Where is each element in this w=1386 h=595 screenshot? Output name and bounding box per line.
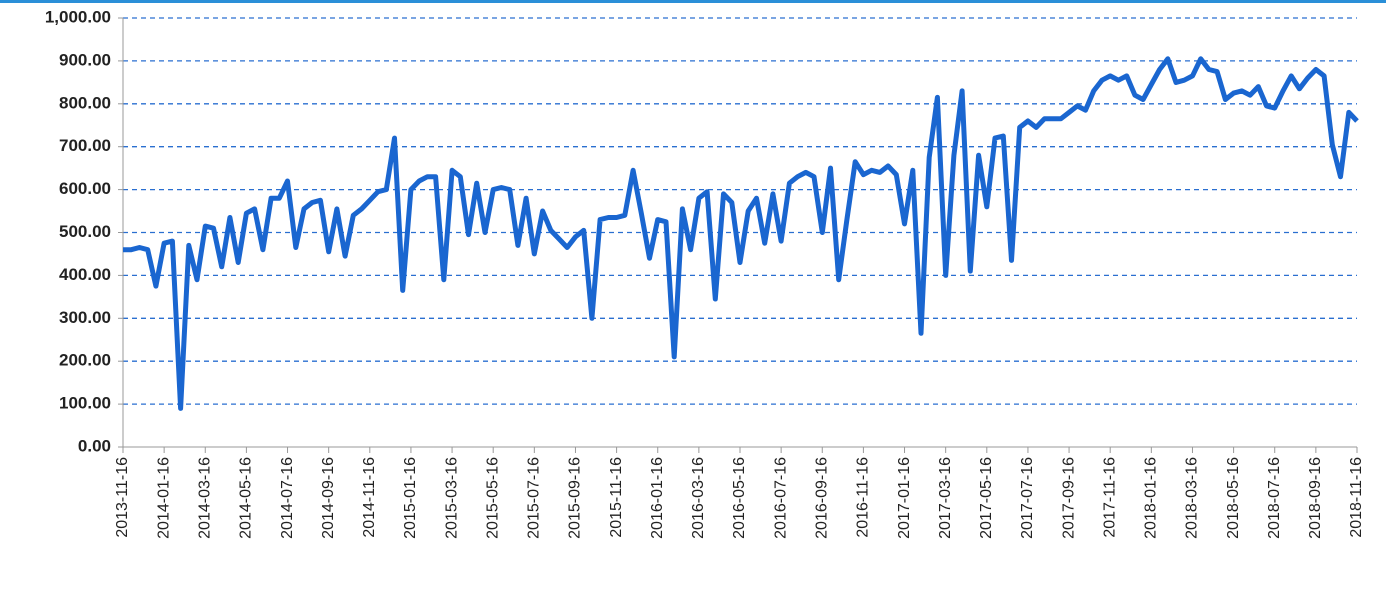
x-tick-label: 2015-01-16 bbox=[402, 457, 419, 539]
y-tick-label: 200.00 bbox=[59, 351, 111, 370]
x-tick-label: 2017-05-16 bbox=[978, 457, 995, 539]
y-tick-label: 1,000.00 bbox=[45, 7, 111, 26]
data-line bbox=[123, 56, 1359, 411]
y-tick-label: 800.00 bbox=[59, 93, 111, 112]
x-tick-label: 2015-05-16 bbox=[484, 457, 501, 539]
x-tick-label: 2018-03-16 bbox=[1184, 457, 1201, 539]
y-tick-label: 900.00 bbox=[59, 50, 111, 69]
x-tick-label: 2014-07-16 bbox=[279, 457, 296, 539]
x-tick-label: 2018-01-16 bbox=[1143, 457, 1160, 539]
y-tick-label: 600.00 bbox=[59, 179, 111, 198]
x-tick-label: 2014-11-16 bbox=[361, 457, 378, 538]
x-tick-label: 2018-09-16 bbox=[1307, 457, 1324, 539]
x-tick-label: 2013-11-16 bbox=[114, 457, 131, 538]
x-tick-label: 2014-01-16 bbox=[155, 457, 172, 539]
x-tick-label: 2015-09-16 bbox=[567, 457, 584, 539]
x-tick-label: 2016-05-16 bbox=[731, 457, 748, 539]
y-tick-label: 100.00 bbox=[59, 394, 111, 413]
x-tick-label: 2014-03-16 bbox=[196, 457, 213, 539]
x-tick-label: 2015-11-16 bbox=[608, 457, 625, 538]
y-tick-label: 300.00 bbox=[59, 308, 111, 327]
x-tick-label: 2016-01-16 bbox=[649, 457, 666, 539]
y-tick-label: 400.00 bbox=[59, 265, 111, 284]
x-tick-label: 2016-11-16 bbox=[855, 457, 872, 538]
x-tick-label: 2017-09-16 bbox=[1060, 457, 1077, 539]
x-tick-label: 2016-07-16 bbox=[772, 457, 789, 539]
x-tick-label: 2014-05-16 bbox=[238, 457, 255, 539]
x-tick-label: 2018-07-16 bbox=[1266, 457, 1283, 539]
x-tick-label: 2017-01-16 bbox=[896, 457, 913, 539]
x-tick-label: 2014-09-16 bbox=[320, 457, 337, 539]
y-tick-label: 700.00 bbox=[59, 136, 111, 155]
y-tick-label: 0.00 bbox=[78, 436, 111, 455]
x-tick-label: 2017-07-16 bbox=[1019, 457, 1036, 539]
x-tick-label: 2018-11-16 bbox=[1348, 457, 1365, 538]
y-tick-label: 500.00 bbox=[59, 222, 111, 241]
x-tick-label: 2015-03-16 bbox=[443, 457, 460, 539]
x-tick-label: 2017-11-16 bbox=[1101, 457, 1118, 538]
x-tick-label: 2016-03-16 bbox=[690, 457, 707, 539]
x-tick-label: 2017-03-16 bbox=[937, 457, 954, 539]
x-tick-label: 2016-09-16 bbox=[813, 457, 830, 539]
x-tick-label: 2018-05-16 bbox=[1225, 457, 1242, 539]
x-tick-label: 2015-07-16 bbox=[526, 457, 543, 539]
